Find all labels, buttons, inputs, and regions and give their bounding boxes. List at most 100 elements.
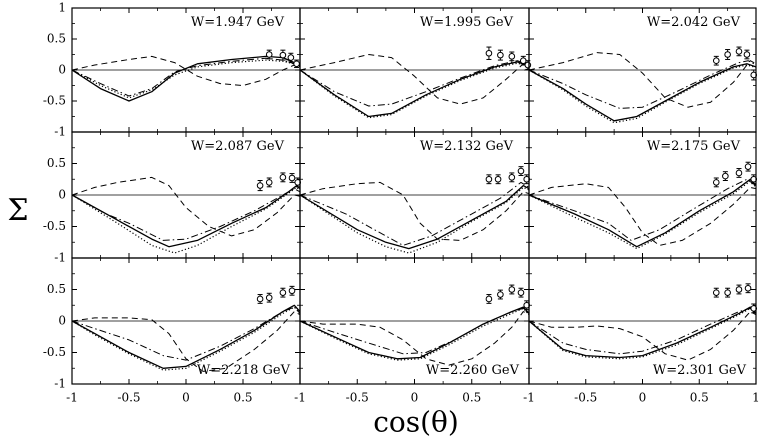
x-tick-label: 0 [411,391,419,405]
y-tick-label: 0.5 [47,282,66,296]
data-point [256,182,264,189]
y-tick-label: -1 [54,377,66,391]
y-tick-label: 1 [58,1,66,15]
x-axis-label: cos(θ) [373,406,459,436]
curve-dotted [72,59,300,99]
curve-dashdot [72,57,300,97]
panel-7: W=2.218 GeV [71,257,301,385]
curve-dotted [300,186,529,254]
curve-dotted [300,62,529,119]
x-tick-label: 0.5 [462,391,481,405]
curve-dashed [300,54,529,105]
data-point [724,289,731,296]
data-point [485,49,493,57]
curve-solid [72,184,300,248]
data-point [265,294,273,301]
data-point [279,51,287,59]
data-point [497,51,504,59]
data-point [724,51,731,58]
curve-dashed [529,52,756,108]
panel-label: W=2.301 GeV [653,363,747,378]
data-point [743,51,751,58]
x-tick-label: -1 [66,391,78,405]
curve-dashdot [529,307,756,355]
panel-label: W=1.947 GeV [191,15,285,30]
x-tick-label: 0 [182,391,190,405]
panel-2: W=1.995 GeV [299,7,532,133]
panel-label: W=2.175 GeV [647,139,741,154]
curve-dotted [529,307,756,360]
curve-dashdot [300,181,529,246]
y-axis-label: Σ [7,193,28,228]
curve-dotted [529,180,756,250]
data-point [485,295,493,303]
curve-dashed [300,181,529,241]
curve-dashed [72,311,300,372]
data-point [288,174,296,182]
data-point [494,175,502,183]
x-tick-label: -0.5 [574,391,597,405]
x-tick-label: 0.5 [690,391,709,405]
y-tick-label: 0.5 [47,32,66,46]
panel-label: W=1.995 GeV [420,15,514,30]
curve-dashed [529,183,756,246]
data-point [735,169,743,177]
data-point [497,291,504,298]
curve-dashdot [529,60,756,109]
data-point [712,179,720,186]
data-point [288,287,296,295]
curve-solid [72,55,300,102]
data-point [744,284,752,292]
curve-dashdot [72,306,300,361]
data-point [279,174,287,181]
data-point [524,61,532,69]
curve-dashdot [300,60,529,107]
curve-dashed [72,176,300,237]
y-tick-label: 0 [58,188,66,202]
curve-dotted [529,64,756,124]
data-point [508,286,516,293]
y-tick-label: -0.5 [43,94,66,108]
y-tick-label: 0.5 [47,156,66,170]
panel-grid: W=1.947 GeV W=1.995 GeV W=2.042 GeV W=2.087… [71,7,758,385]
curve-dotted [72,306,300,371]
curve-solid [529,306,756,359]
data-point [722,172,729,180]
curve-dashed [300,311,529,366]
panel-label: W=2.087 GeV [191,139,285,154]
panel-label: W=2.218 GeV [197,363,291,378]
x-tick-label: -1 [294,391,306,405]
data-point [517,289,525,296]
panel-5: W=2.132 GeV [299,131,531,259]
data-point [508,174,516,181]
panel-4: W=2.087 GeV [71,131,302,259]
data-point [735,48,743,55]
y-tick-label: -0.5 [43,345,66,359]
panel-1: W=1.947 GeV [71,7,301,133]
curve-dashdot [300,307,529,355]
panel-9: W=2.301 GeV [528,257,758,385]
data-point [293,60,300,68]
x-tick-label: 0.5 [233,391,252,405]
panel-8: W=2.260 GeV [299,257,531,385]
curve-solid [300,306,529,360]
data-point [744,163,752,170]
panel-6: W=2.175 GeV [528,131,758,259]
y-tick-label: 0 [58,63,66,77]
curve-dotted [300,307,529,361]
curve-solid [300,184,529,250]
data-point [265,179,273,186]
y-tick-label: -1 [54,125,66,139]
curve-solid [529,63,756,122]
data-point [485,175,493,183]
curve-dashdot [529,178,756,241]
curve-dotted [72,186,300,254]
curve-solid [529,178,756,248]
curve-solid [300,61,529,118]
curve-solid [72,304,300,369]
panel-3: W=2.042 GeV [528,7,758,133]
panel-label: W=2.132 GeV [420,139,514,154]
panel-frame [528,257,757,385]
tick-labels: 10.50-0.5-10.50-0.5-10.50-0.5-1-1 -0.5 0 0.… [43,1,760,405]
